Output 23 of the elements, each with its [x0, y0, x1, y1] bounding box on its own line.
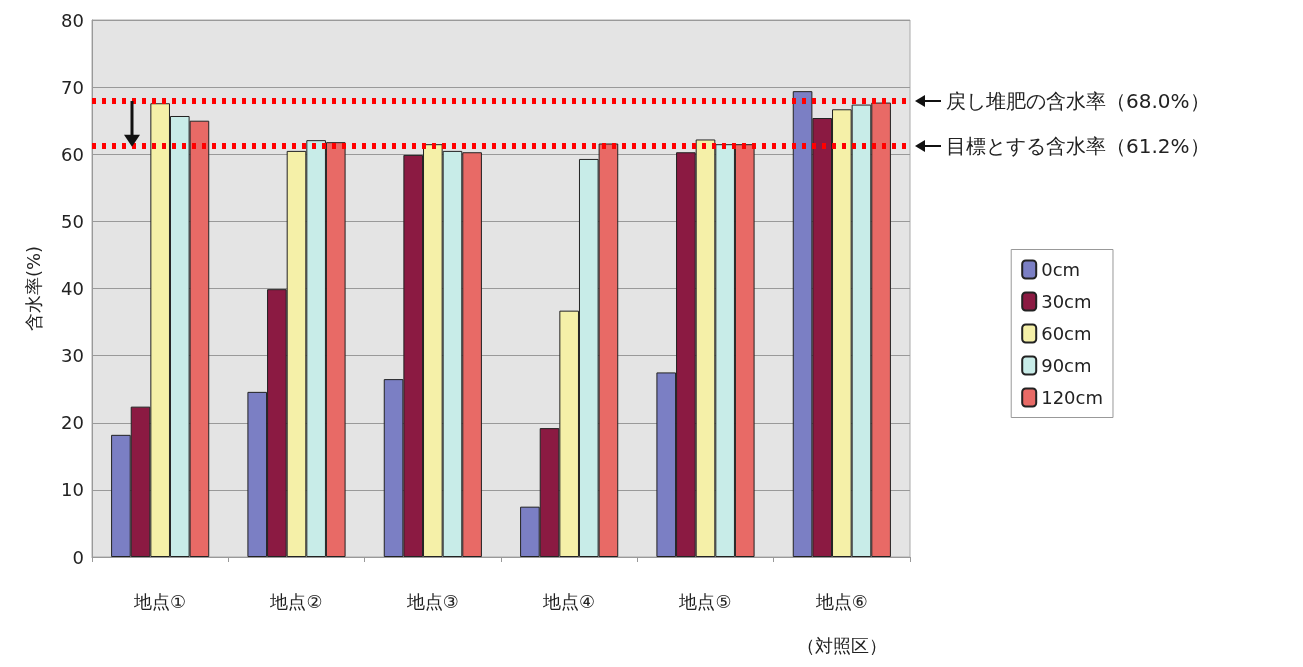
- ref-line-label: 目標とする含水率（61.2%）: [946, 134, 1210, 159]
- legend-label: 90cm: [1041, 355, 1092, 376]
- y-tick-label: 10: [61, 479, 84, 501]
- y-tick-label: 50: [61, 210, 84, 232]
- y-tick-label: 0: [72, 546, 84, 568]
- category-label: 地点⑥ （対照区）: [796, 590, 887, 656]
- y-tick-label: 30: [61, 345, 84, 367]
- legend-label: 0cm: [1041, 259, 1081, 280]
- x-tick-label: 地点④: [542, 590, 596, 612]
- y-tick-label: 20: [61, 412, 84, 434]
- x-tick-label: 地点②: [269, 590, 323, 612]
- y-tick-label: 60: [61, 143, 84, 165]
- ref-line-label: 戻し堆肥の含水率（68.0%）: [946, 88, 1210, 113]
- legend-label: 120cm: [1041, 387, 1104, 408]
- legend-label: 60cm: [1041, 323, 1092, 344]
- y-axis-title: 含水率(%): [22, 245, 44, 332]
- y-tick-label: 80: [61, 9, 84, 31]
- y-tick-label: 70: [61, 76, 84, 98]
- x-tick-label: 地点③: [405, 590, 459, 612]
- x-tick-label: 地点⑤: [678, 590, 732, 612]
- y-tick-label: 40: [61, 278, 84, 299]
- legend-label: 30cm: [1041, 291, 1092, 312]
- x-tick-label: 地点①: [133, 590, 187, 612]
